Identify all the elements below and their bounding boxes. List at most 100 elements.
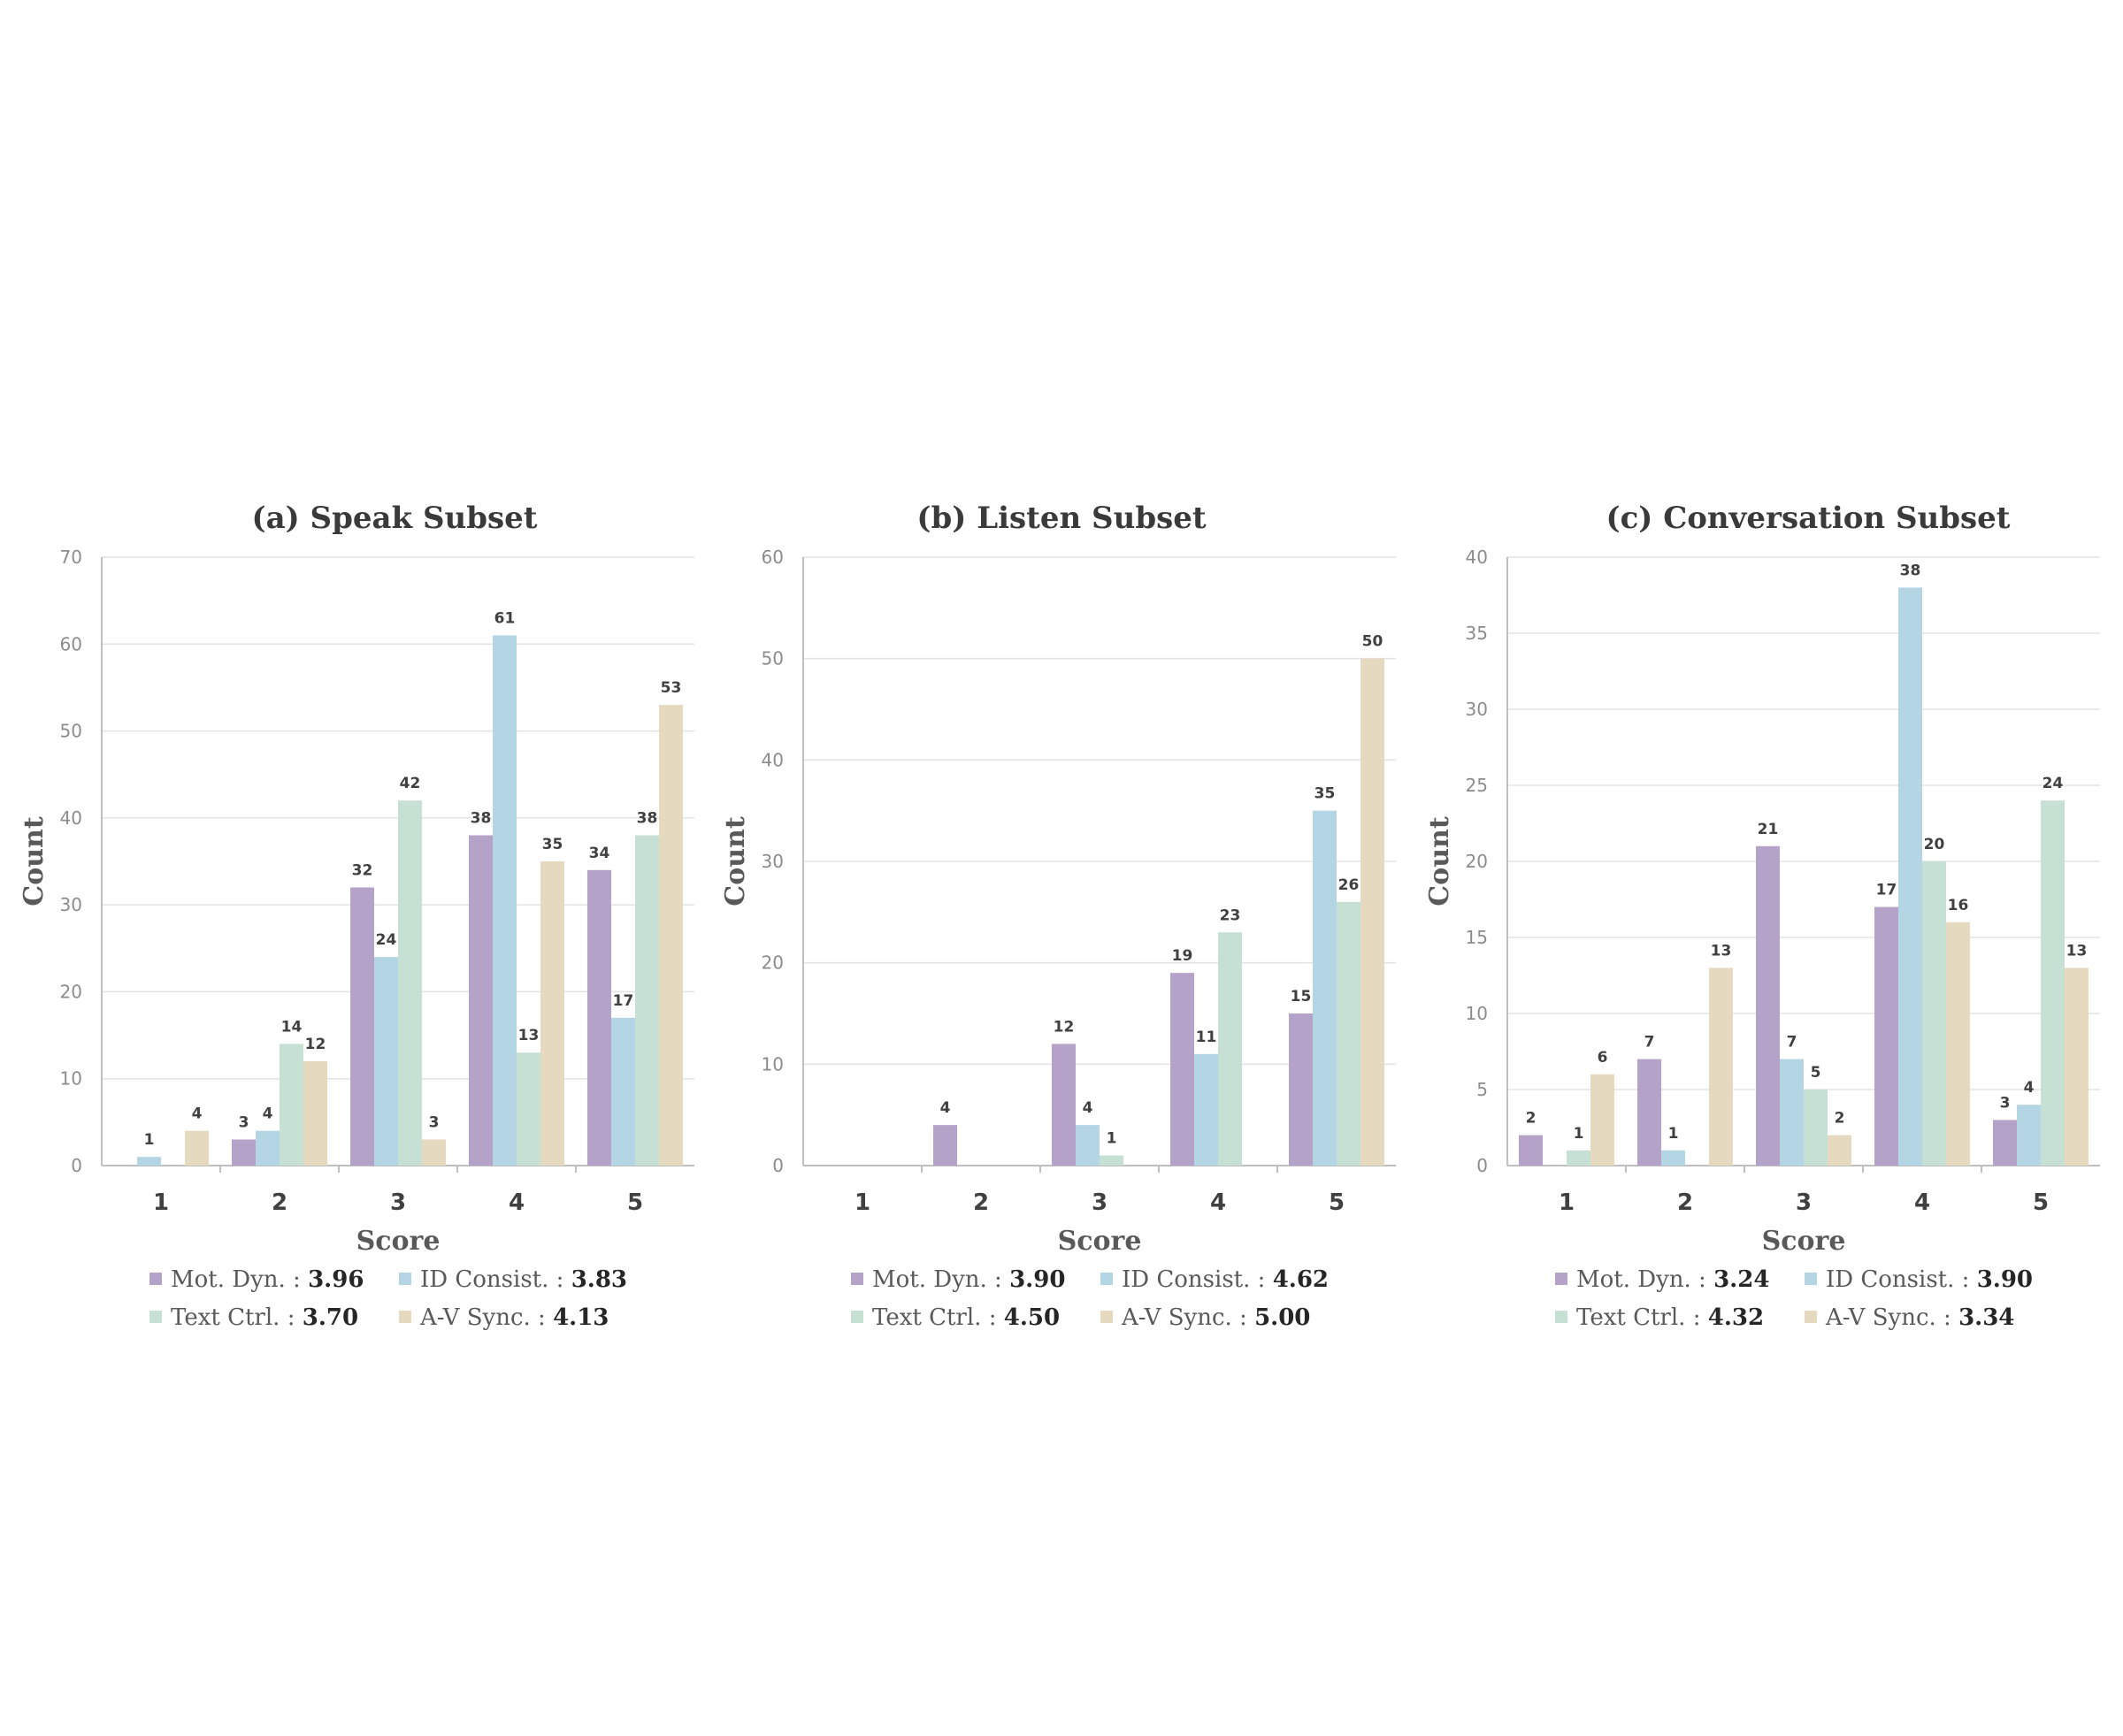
x-axis-label: Score [1058, 1226, 1142, 1257]
bar-a-v-sync [540, 861, 564, 1166]
data-label: 42 [400, 775, 421, 792]
bar-mot-dyn [1170, 973, 1194, 1166]
legend-value: 4.13 [553, 1304, 609, 1331]
data-label: 34 [589, 845, 610, 862]
chart-title: (c) Conversation Subset [1606, 501, 2010, 536]
data-label: 2 [1835, 1110, 1845, 1128]
data-label: 13 [1711, 942, 1732, 960]
bar-mot-dyn [1993, 1120, 2017, 1166]
x-axis-label: Score [356, 1226, 441, 1257]
legend-swatch [1555, 1273, 1567, 1285]
y-tick-label: 50 [762, 648, 784, 669]
legend-swatch [149, 1311, 162, 1323]
legend-label: ID Consist. : 4.62 [1122, 1266, 1329, 1293]
legend-value: 3.24 [1713, 1266, 1769, 1293]
legend-label: Mot. Dyn. : 3.90 [872, 1266, 1065, 1293]
data-label: 19 [1172, 947, 1193, 965]
bar-id-consist [256, 1130, 280, 1166]
data-label: 14 [281, 1018, 303, 1036]
data-label: 13 [518, 1027, 540, 1044]
legend-value: 3.90 [1977, 1266, 2033, 1293]
y-tick-label: 5 [1476, 1079, 1488, 1100]
bar-id-consist [374, 957, 398, 1166]
y-tick-label: 10 [60, 1068, 82, 1090]
bar-id-consist [137, 1157, 161, 1166]
y-tick-label: 10 [1466, 1003, 1488, 1024]
y-tick-label: 0 [71, 1155, 82, 1176]
legend-label: A-V Sync. : 4.13 [419, 1304, 609, 1331]
bar-mot-dyn [469, 835, 493, 1166]
bar-mot-dyn [1052, 1044, 1076, 1166]
legend-item: Text Ctrl. : 4.32 [1555, 1304, 1764, 1331]
y-tick-label: 0 [1476, 1155, 1488, 1176]
bar-mot-dyn [350, 887, 374, 1166]
bar-id-consist [1194, 1053, 1218, 1166]
bar-a-v-sync [2065, 967, 2089, 1166]
bar-id-consist [1313, 810, 1337, 1166]
y-tick-label: 0 [772, 1155, 784, 1176]
x-tick-label: 1 [855, 1189, 870, 1216]
legend-swatch [399, 1311, 411, 1323]
legend-item: ID Consist. : 4.62 [1100, 1266, 1329, 1293]
data-label: 7 [1644, 1034, 1655, 1052]
legend-label: Mot. Dyn. : 3.96 [171, 1266, 364, 1293]
data-label: 12 [1054, 1018, 1075, 1036]
y-tick-label: 70 [60, 547, 82, 568]
data-label: 13 [2066, 942, 2088, 960]
bar-text-ctrl [398, 800, 422, 1166]
data-label: 23 [1220, 906, 1241, 924]
y-tick-label: 20 [1466, 851, 1488, 872]
data-label: 17 [1876, 882, 1897, 899]
legend-label: Text Ctrl. : 4.32 [1576, 1304, 1764, 1331]
chart-panel-1: (a) Speak Subset010203040506070Count1142… [19, 501, 694, 1331]
data-label: 35 [1314, 785, 1336, 803]
y-tick-label: 20 [762, 952, 784, 974]
bar-id-consist [2017, 1105, 2041, 1166]
chart-title: (b) Listen Subset [916, 501, 1206, 536]
data-label: 1 [1107, 1130, 1117, 1148]
legend-label: Text Ctrl. : 3.70 [171, 1304, 358, 1331]
bar-text-ctrl [1804, 1090, 1828, 1166]
data-label: 61 [494, 609, 516, 627]
legend-value: 3.83 [571, 1266, 627, 1293]
data-label: 16 [1948, 897, 1969, 914]
x-tick-label: 5 [2033, 1189, 2049, 1216]
legend-value: 3.34 [1958, 1304, 2014, 1331]
data-label: 53 [661, 679, 682, 697]
bar-id-consist [1076, 1125, 1100, 1166]
y-tick-label: 50 [60, 721, 82, 742]
chart-title: (a) Speak Subset [252, 501, 538, 536]
data-label: 3 [239, 1114, 249, 1132]
bar-id-consist [1661, 1150, 1685, 1166]
data-label: 21 [1758, 821, 1779, 838]
legend-item: Mot. Dyn. : 3.96 [149, 1266, 364, 1293]
legend-value: 5.00 [1254, 1304, 1310, 1331]
x-tick-label: 2 [973, 1189, 989, 1216]
x-tick-label: 3 [1796, 1189, 1812, 1216]
bar-text-ctrl [2041, 800, 2065, 1166]
y-tick-label: 25 [1466, 775, 1488, 796]
legend-value: 3.70 [303, 1304, 358, 1331]
legend-value: 4.50 [1004, 1304, 1060, 1331]
x-tick-label: 3 [390, 1189, 406, 1216]
x-axis-label: Score [1762, 1226, 1846, 1257]
x-tick-label: 5 [627, 1189, 643, 1216]
x-tick-label: 4 [509, 1189, 525, 1216]
data-label: 3 [429, 1114, 440, 1132]
y-tick-label: 40 [1466, 547, 1488, 568]
bar-a-v-sync [1828, 1135, 1851, 1166]
legend-value: 3.90 [1009, 1266, 1065, 1293]
legend-swatch [851, 1311, 863, 1323]
legend-swatch [851, 1273, 863, 1285]
data-label: 5 [1811, 1064, 1821, 1082]
data-label: 35 [542, 836, 563, 853]
x-tick-label: 2 [1677, 1189, 1693, 1216]
y-tick-label: 10 [762, 1053, 784, 1074]
bar-text-ctrl [1218, 932, 1242, 1166]
x-tick-label: 4 [1914, 1189, 1930, 1216]
legend-item: A-V Sync. : 4.13 [399, 1304, 609, 1331]
y-tick-label: 40 [60, 807, 82, 829]
legend-label: ID Consist. : 3.90 [1826, 1266, 2033, 1293]
